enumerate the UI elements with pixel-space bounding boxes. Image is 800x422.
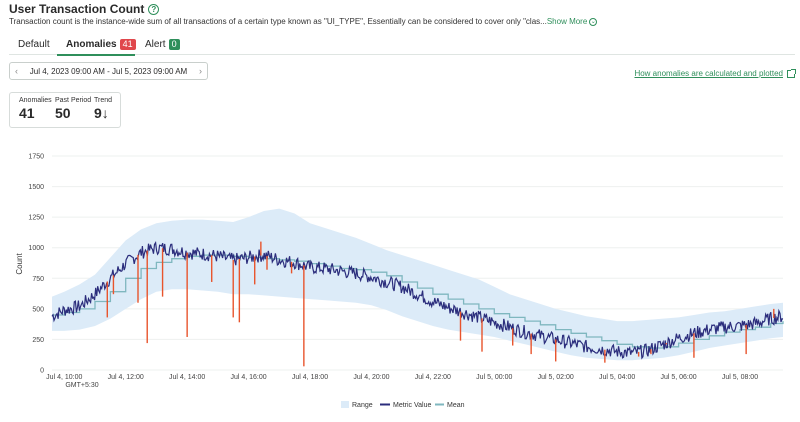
y-tick-label: 250 (32, 337, 44, 344)
legend-range-label: Range (352, 402, 373, 409)
stat-trend: Trend 9↓ (94, 97, 112, 121)
anomaly-chart[interactable]: 0 250 500 750 1000 1250 1500 1750 Jul 4, 10:00 J… (0, 142, 800, 422)
y-tick-label: 1000 (28, 245, 44, 252)
tab-default-label: Default (18, 38, 50, 50)
x-tick-label: Jul 4, 18:00 (292, 374, 328, 381)
stat-label: Anomalies (19, 97, 52, 104)
stat-value: 9↓ (94, 105, 109, 121)
external-link-icon (787, 68, 796, 78)
x-tick-label: Jul 5, 00:00 (476, 374, 512, 381)
metric-value-line (51, 240, 784, 360)
stat-value: 41 (19, 105, 35, 121)
chevron-down-icon[interactable]: ⌄ (589, 17, 598, 26)
x-tick-label: Jul 4, 20:00 (353, 374, 389, 381)
alert-count-badge: 0 (168, 38, 180, 50)
x-tick-label: Jul 4, 22:00 (415, 374, 451, 381)
y-tick-label: 1750 (28, 154, 44, 161)
stat-anomalies: Anomalies 41 (19, 97, 52, 121)
metric-description: Transaction count is the instance-wide s… (9, 17, 598, 26)
y-axis-label: Count (15, 253, 24, 275)
show-more-link[interactable]: Show More (546, 17, 588, 26)
chevron-left-icon[interactable]: ‹ (15, 66, 18, 76)
y-tick-label: 0 (40, 368, 44, 375)
x-tick-label: Jul 5, 08:00 (722, 374, 758, 381)
tab-default[interactable]: Default (18, 34, 50, 54)
y-tick-label: 750 (32, 276, 44, 283)
x-tick-label: Jul 4, 14:00 (169, 374, 205, 381)
tab-anomalies-label: Anomalies (66, 38, 117, 50)
header-title-row: User Transaction Count ? (9, 2, 160, 16)
chevron-right-icon[interactable]: › (199, 66, 202, 76)
stat-label: Past Period (55, 97, 92, 104)
tab-bar: Default Anomalies 41 Alert 0 (9, 31, 795, 56)
page-title: User Transaction Count (9, 2, 145, 16)
x-tick-label: Jul 5, 02:00 (538, 374, 574, 381)
description-text: Transaction count is the instance-wide s… (9, 17, 547, 26)
help-icon[interactable]: ? (148, 3, 160, 15)
y-tick-label: 1250 (28, 215, 44, 222)
x-tick-label: Jul 4, 12:00 (108, 374, 144, 381)
legend-metric-label: Metric Value (393, 402, 431, 409)
chart-legend: Range Metric Value Mean (341, 401, 465, 409)
anomaly-help-link[interactable]: How anomalies are calculated and plotted (634, 68, 796, 78)
x-tick-label: Jul 5, 06:00 (660, 374, 696, 381)
anomalies-count-badge: 41 (119, 38, 136, 50)
tab-alert[interactable]: Alert 0 (145, 34, 180, 54)
tab-anomalies[interactable]: Anomalies 41 (57, 34, 136, 56)
stat-label: Trend (94, 97, 113, 104)
x-tick-label: Jul 4, 16:00 (230, 374, 266, 381)
y-tick-label: 1500 (28, 184, 44, 191)
anomaly-help-link-label: How anomalies are calculated and plotted (634, 69, 783, 78)
x-tick-label: Jul 5, 04:00 (599, 374, 635, 381)
stats-card: Anomalies 41 Past Period 50 Trend 9↓ (9, 92, 121, 128)
date-range-picker[interactable]: ‹ Jul 4, 2023 09:00 AM - Jul 5, 2023 09:… (9, 62, 208, 80)
legend-range-swatch (341, 401, 349, 408)
legend-mean-label: Mean (447, 402, 465, 409)
x-axis-timezone-label: GMT+5:30 (65, 382, 98, 389)
x-tick-label: Jul 4, 10:00 (46, 374, 82, 381)
y-tick-label: 500 (32, 306, 44, 313)
date-range-value: Jul 4, 2023 09:00 AM - Jul 5, 2023 09:00… (29, 66, 188, 76)
stat-past-period: Past Period 50 (55, 97, 91, 121)
tab-alert-label: Alert (145, 38, 166, 50)
stat-value: 50 (55, 105, 71, 121)
